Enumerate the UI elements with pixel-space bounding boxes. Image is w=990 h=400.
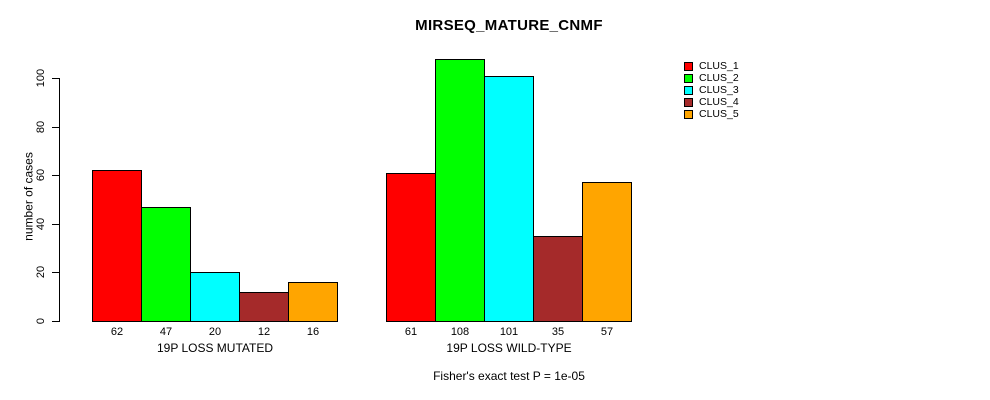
bar-clus_2-group1 — [141, 207, 191, 322]
y-axis-tick-label: 100 — [35, 68, 47, 88]
bar-clus_3-group1 — [190, 272, 240, 322]
legend-item: CLUS_4 — [684, 96, 739, 108]
y-axis-tick-label: 60 — [35, 168, 47, 182]
bar-value-label: 61 — [404, 326, 418, 338]
y-axis-tick — [52, 175, 59, 176]
legend-label: CLUS_1 — [699, 59, 739, 72]
bar-value-label: 101 — [499, 326, 519, 338]
legend-item: CLUS_1 — [684, 60, 739, 72]
bar-clus_4-group1 — [239, 292, 289, 322]
bar-clus_5-group2 — [582, 182, 632, 322]
legend-item: CLUS_2 — [684, 72, 739, 84]
bar-value-label: 108 — [450, 326, 470, 338]
legend-label: CLUS_4 — [699, 95, 739, 108]
bar-value-label: 47 — [159, 326, 173, 338]
chart-title: MIRSEQ_MATURE_CNMF — [415, 17, 603, 34]
bar-value-label: 57 — [600, 326, 614, 338]
y-axis-tick-label: 0 — [35, 317, 47, 325]
x-group-label-mutated: 19P LOSS MUTATED — [156, 341, 274, 355]
legend-swatch-clus_5 — [684, 109, 693, 119]
legend-swatch-clus_1 — [684, 61, 693, 71]
y-axis-tick-label: 20 — [35, 265, 47, 279]
y-axis-tick — [52, 272, 59, 273]
bar-clus_2-group2 — [435, 59, 485, 322]
bar-value-label: 62 — [110, 326, 124, 338]
bar-clus_3-group2 — [484, 76, 534, 322]
y-axis-tick-label: 80 — [35, 120, 47, 134]
bar-clus_5-group1 — [288, 282, 338, 322]
legend-swatch-clus_2 — [684, 73, 693, 83]
bar-clus_1-group2 — [386, 173, 436, 322]
y-axis-tick — [52, 321, 59, 322]
y-axis-tick — [52, 78, 59, 79]
legend-label: CLUS_5 — [699, 107, 739, 120]
legend-item: CLUS_3 — [684, 84, 739, 96]
y-axis-tick — [52, 224, 59, 225]
bar-value-label: 16 — [306, 326, 320, 338]
y-axis-line — [59, 78, 60, 322]
bar-value-label: 35 — [551, 326, 565, 338]
fishers-test-annotation: Fisher's exact test P = 1e-05 — [433, 369, 585, 383]
y-axis-tick-label: 40 — [35, 217, 47, 231]
legend-label: CLUS_2 — [699, 71, 739, 84]
legend-label: CLUS_3 — [699, 83, 739, 96]
y-axis-tick — [52, 127, 59, 128]
bar-clus_1-group1 — [92, 170, 142, 322]
legend-swatch-clus_4 — [684, 97, 693, 107]
x-group-label-wild-type: 19P LOSS WILD-TYPE — [446, 341, 572, 355]
legend: CLUS_1 CLUS_2 CLUS_3 CLUS_4 CLUS_5 — [684, 60, 739, 120]
legend-swatch-clus_3 — [684, 85, 693, 95]
bar-value-label: 20 — [208, 326, 222, 338]
bar-value-label: 12 — [257, 326, 271, 338]
bar-clus_4-group2 — [533, 236, 583, 322]
legend-item: CLUS_5 — [684, 108, 739, 120]
